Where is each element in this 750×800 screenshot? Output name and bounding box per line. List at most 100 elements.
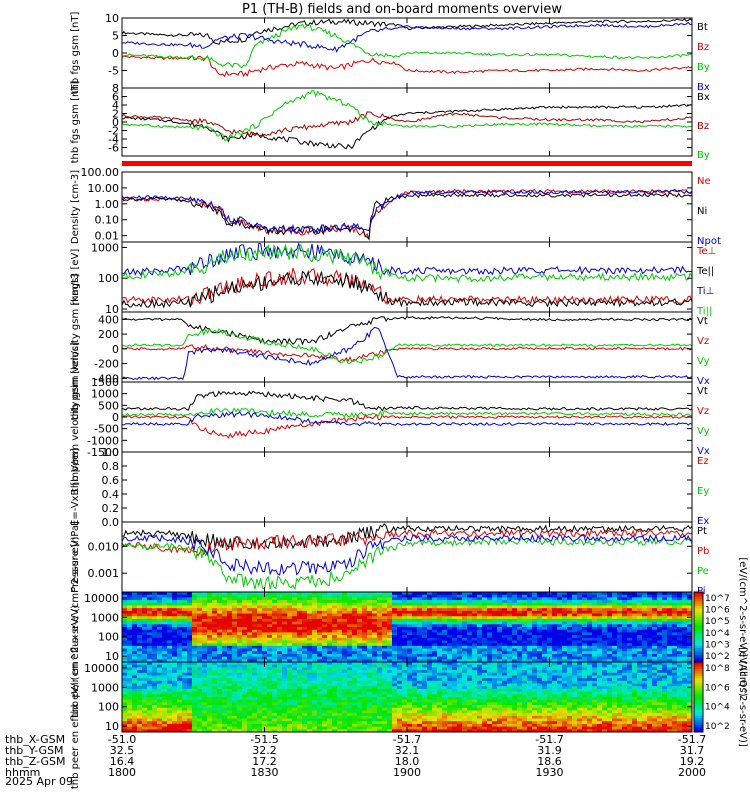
spectrogram-cell (532, 643, 538, 647)
spectrogram-cell (387, 624, 393, 628)
spectrogram-cell (202, 718, 208, 722)
spectrogram-cell (212, 699, 218, 703)
spectrogram-cell (152, 680, 158, 684)
spectrogram-cell (337, 675, 343, 679)
spectrogram-cell (432, 597, 438, 601)
spectrogram-cell (252, 618, 258, 623)
spectrogram-cell (597, 627, 603, 631)
spectrogram-cell (322, 688, 328, 693)
spectrogram-cell (337, 597, 343, 601)
spectrogram-cell (432, 680, 438, 684)
spectrogram-cell (122, 723, 128, 728)
spectrogram-cell (362, 715, 368, 719)
spectrogram-cell (227, 683, 233, 687)
spectrogram-cell (667, 653, 673, 658)
spectrogram-cell (212, 710, 218, 714)
spectrogram-cell (272, 688, 278, 693)
spectrogram-cell (357, 602, 363, 606)
spectrogram-cell (292, 597, 298, 601)
spectrogram-cell (257, 721, 263, 725)
spectrogram-cell (157, 618, 163, 623)
spectrogram-cell (162, 678, 168, 682)
spectrogram-cell (242, 713, 248, 717)
spectrogram-cell (427, 691, 433, 695)
spectrogram-cell (157, 715, 163, 719)
spectrogram-cell (162, 691, 168, 695)
spectrogram-cell (362, 662, 368, 666)
spectrogram-cell (387, 597, 393, 601)
spectrogram-cell (432, 640, 438, 644)
spectrogram-cell (142, 592, 148, 596)
spectrogram-cell (482, 659, 488, 663)
spectrogram-cell (322, 632, 328, 636)
spectrogram-cell (267, 653, 273, 658)
spectrogram-cell (222, 624, 228, 628)
spectrogram-cell (192, 678, 198, 682)
spectrogram-cell (307, 672, 313, 676)
spectrogram-cell (582, 648, 588, 652)
spectrogram-cell (472, 632, 478, 636)
spectrogram-cell (387, 602, 393, 606)
spectrogram-cell (372, 678, 378, 682)
spectrogram-cell (187, 715, 193, 719)
spectrogram-cell (407, 710, 413, 714)
spectrogram-cell (317, 670, 323, 674)
spectrogram-cell (167, 616, 173, 620)
spectrogram-cell (252, 683, 258, 687)
spectrogram-cell (552, 621, 558, 625)
spectrogram-cell (277, 662, 283, 666)
spectrogram-cell (537, 645, 543, 649)
spectrogram-cell (642, 594, 648, 598)
spectrogram-cell (347, 726, 353, 730)
spectrogram-cell (222, 627, 228, 631)
spectrogram-cell (387, 721, 393, 725)
spectrogram-cell (257, 653, 263, 658)
spectrogram-cell (362, 602, 368, 606)
spectrogram-cell (122, 656, 128, 660)
spectrogram-cell (597, 653, 603, 658)
spectrogram-cell (122, 613, 128, 617)
spectrogram-cell (242, 726, 248, 730)
spectrogram-cell (277, 715, 283, 719)
spectrogram-cell (157, 602, 163, 606)
spectrogram-cell (657, 616, 663, 620)
spectrogram-cell (192, 691, 198, 695)
spectrogram-cell (647, 651, 653, 655)
spectrogram-cell (167, 592, 173, 596)
spectrogram-cell (327, 729, 333, 733)
spectrogram-cell (182, 613, 188, 617)
spectrogram-cell (277, 710, 283, 714)
spectrogram-cell (487, 648, 493, 652)
spectrogram-cell (227, 632, 233, 636)
spectrogram-cell (282, 664, 288, 668)
spectrogram-cell (402, 637, 408, 641)
spectrogram-cell (342, 645, 348, 649)
spectrogram-cell (577, 608, 583, 612)
spectrogram-cell (167, 656, 173, 660)
spectrogram-cell (402, 664, 408, 668)
spectrogram-cell (567, 616, 573, 620)
spectrogram-cell (657, 610, 663, 614)
spectrogram-cell (662, 605, 668, 609)
spectrogram-cell (222, 715, 228, 719)
spectrogram-cell (242, 637, 248, 641)
spectrogram-cell (372, 726, 378, 730)
spectrogram-cell (127, 648, 133, 652)
spectrogram-cell (182, 691, 188, 695)
spectrogram-cell (202, 592, 208, 596)
spectrogram-cell (207, 667, 213, 671)
spectrogram-cell (142, 600, 148, 604)
spectrogram-cell (377, 637, 383, 641)
spectrogram-cell (272, 659, 278, 663)
spectrogram-cell (392, 624, 398, 628)
spectrogram-cell (227, 723, 233, 728)
spectrogram-cell (647, 627, 653, 631)
spectrogram-cell (162, 715, 168, 719)
spectrogram-cell (427, 618, 433, 623)
spectrogram-cell (227, 697, 233, 701)
spectrogram-cell (227, 713, 233, 717)
spectrogram-cell (322, 635, 328, 639)
spectrogram-cell (132, 594, 138, 598)
spectrogram-cell (222, 713, 228, 717)
spectrogram-cell (137, 605, 143, 609)
